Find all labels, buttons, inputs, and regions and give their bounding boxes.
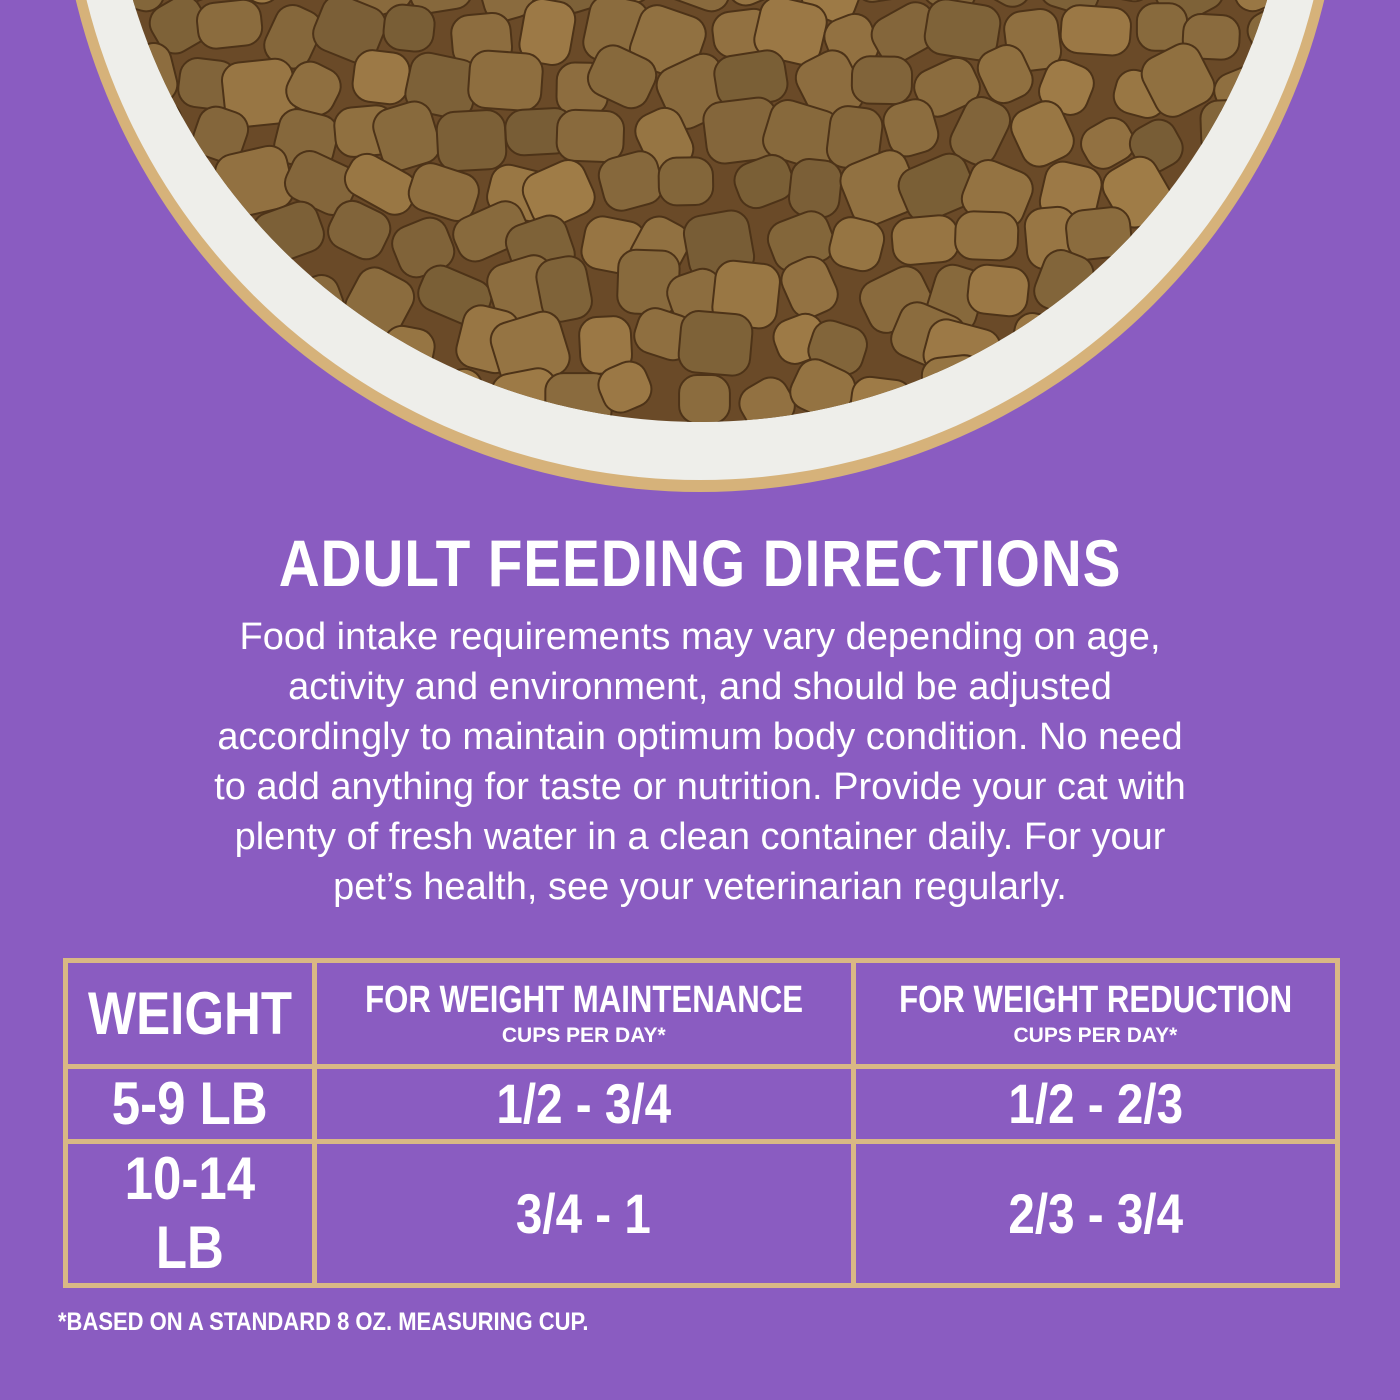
table-row: 10-14 LB 3/4 - 1 2/3 - 3/4 bbox=[63, 1138, 1341, 1289]
header-cell: FOR WEIGHT MAINTENANCE CUPS PER DAY* bbox=[311, 958, 856, 1069]
kibble-piece bbox=[467, 49, 544, 112]
kibble-piece bbox=[1267, 216, 1292, 274]
kibble-piece bbox=[788, 158, 843, 219]
kibble-piece bbox=[678, 374, 731, 422]
kibble-piece bbox=[966, 263, 1030, 318]
kibble-piece bbox=[657, 156, 715, 207]
kibble-piece bbox=[976, 44, 1034, 105]
kibble-piece bbox=[351, 49, 411, 106]
kibble-piece bbox=[1010, 100, 1075, 168]
intro-line: pet’s health, see your veterinarian regu… bbox=[333, 866, 1067, 908]
kibble-piece bbox=[1038, 0, 1108, 15]
kibble-piece bbox=[982, 0, 1040, 8]
footnote: *BASED ON A STANDARD 8 OZ. MEASURING CUP… bbox=[58, 1308, 589, 1336]
kibble-piece bbox=[780, 255, 839, 319]
kibble-piece bbox=[406, 0, 474, 15]
kibble-piece bbox=[160, 362, 228, 417]
intro-line: activity and environment, and should be … bbox=[288, 666, 1112, 708]
kibble-piece bbox=[108, 199, 148, 265]
kibble-piece bbox=[1059, 4, 1132, 57]
kibble-piece bbox=[108, 377, 161, 422]
feeding-table: WEIGHT FOR WEIGHT MAINTENANCE CUPS PER DA… bbox=[63, 958, 1341, 1289]
table-cell: 10-14 LB bbox=[63, 1138, 317, 1289]
table-cell: 3/4 - 1 bbox=[311, 1138, 856, 1289]
kibble-piece bbox=[1140, 42, 1216, 118]
kibble-piece bbox=[677, 309, 754, 377]
kibble-piece bbox=[372, 100, 442, 172]
kibble-piece bbox=[521, 159, 596, 229]
kibble-piece bbox=[224, 368, 279, 422]
intro-text: Food intake requirements may vary depend… bbox=[0, 612, 1400, 912]
kibble-piece bbox=[1268, 165, 1292, 225]
cups-value: 2/3 - 3/4 bbox=[1008, 1181, 1183, 1245]
kibble-piece bbox=[474, 0, 535, 23]
kibble-piece bbox=[147, 307, 217, 363]
kibble-piece bbox=[890, 214, 960, 266]
kibble-piece bbox=[850, 55, 914, 106]
header-subtitle: CUPS PER DAY* bbox=[501, 1023, 666, 1047]
kibble-piece bbox=[108, 258, 173, 325]
kibble-piece bbox=[1253, 302, 1292, 372]
header-cell: WEIGHT bbox=[63, 958, 317, 1069]
intro-line: accordingly to maintain optimum body con… bbox=[217, 716, 1183, 758]
weight-label: 5-9 LB bbox=[111, 1070, 268, 1138]
header-title: FOR WEIGHT MAINTENANCE bbox=[364, 978, 803, 1021]
weight-label: 10-14 LB bbox=[124, 1145, 256, 1282]
kibble-piece bbox=[597, 360, 653, 414]
bowl-image bbox=[75, 0, 1325, 492]
kibble-piece bbox=[954, 210, 1020, 262]
intro-line: to add anything for taste or nutrition. … bbox=[214, 766, 1186, 808]
kibble-piece bbox=[535, 255, 593, 323]
kibble-piece bbox=[1065, 206, 1133, 261]
intro-line: plenty of fresh water in a clean contain… bbox=[234, 816, 1166, 858]
header-title: FOR WEIGHT REDUCTION bbox=[898, 978, 1292, 1021]
kibble-piece bbox=[312, 0, 387, 65]
kibble-piece bbox=[108, 317, 125, 371]
cups-value: 1/2 - 3/4 bbox=[496, 1072, 672, 1136]
kibble-piece bbox=[882, 98, 940, 158]
kibble-piece bbox=[1152, 359, 1209, 422]
kibble-piece bbox=[1080, 116, 1136, 170]
kibble-piece bbox=[382, 3, 436, 53]
kibble-piece bbox=[1269, 265, 1292, 337]
kibble-piece bbox=[191, 105, 250, 163]
kibble-piece bbox=[949, 96, 1012, 166]
kibble-piece bbox=[1227, 249, 1292, 318]
kibble-piece bbox=[733, 153, 795, 210]
table-row: 5-9 LB 1/2 - 3/4 1/2 - 2/3 bbox=[63, 1063, 1341, 1144]
kibble-piece bbox=[196, 0, 264, 50]
intro-line: Food intake requirements may vary depend… bbox=[239, 616, 1161, 658]
cups-value: 3/4 - 1 bbox=[516, 1181, 652, 1245]
header-title: WEIGHT bbox=[87, 979, 292, 1047]
kibble-piece bbox=[1278, 368, 1292, 422]
kibble-piece bbox=[407, 162, 480, 222]
kibble-piece bbox=[586, 44, 658, 110]
table-cell: 5-9 LB bbox=[63, 1063, 317, 1144]
kibble-piece bbox=[1219, 369, 1292, 422]
cups-value: 1/2 - 2/3 bbox=[1008, 1072, 1183, 1136]
kibble-piece bbox=[435, 109, 508, 173]
kibble-piece bbox=[555, 108, 626, 163]
kibble-piece bbox=[657, 0, 736, 13]
table-cell: 2/3 - 3/4 bbox=[850, 1138, 1341, 1289]
table-cell: 1/2 - 3/4 bbox=[311, 1063, 856, 1144]
header-cell: FOR WEIGHT REDUCTION CUPS PER DAY* bbox=[850, 958, 1341, 1069]
kibble-piece bbox=[828, 216, 886, 273]
kibble-piece bbox=[327, 199, 392, 261]
kibble-piece bbox=[1200, 323, 1275, 376]
table-cell: 1/2 - 2/3 bbox=[850, 1063, 1341, 1144]
title: ADULT FEEDING DIRECTIONS bbox=[278, 526, 1122, 600]
header-subtitle: CUPS PER DAY* bbox=[1013, 1023, 1178, 1047]
kibble-piece bbox=[1101, 357, 1173, 415]
